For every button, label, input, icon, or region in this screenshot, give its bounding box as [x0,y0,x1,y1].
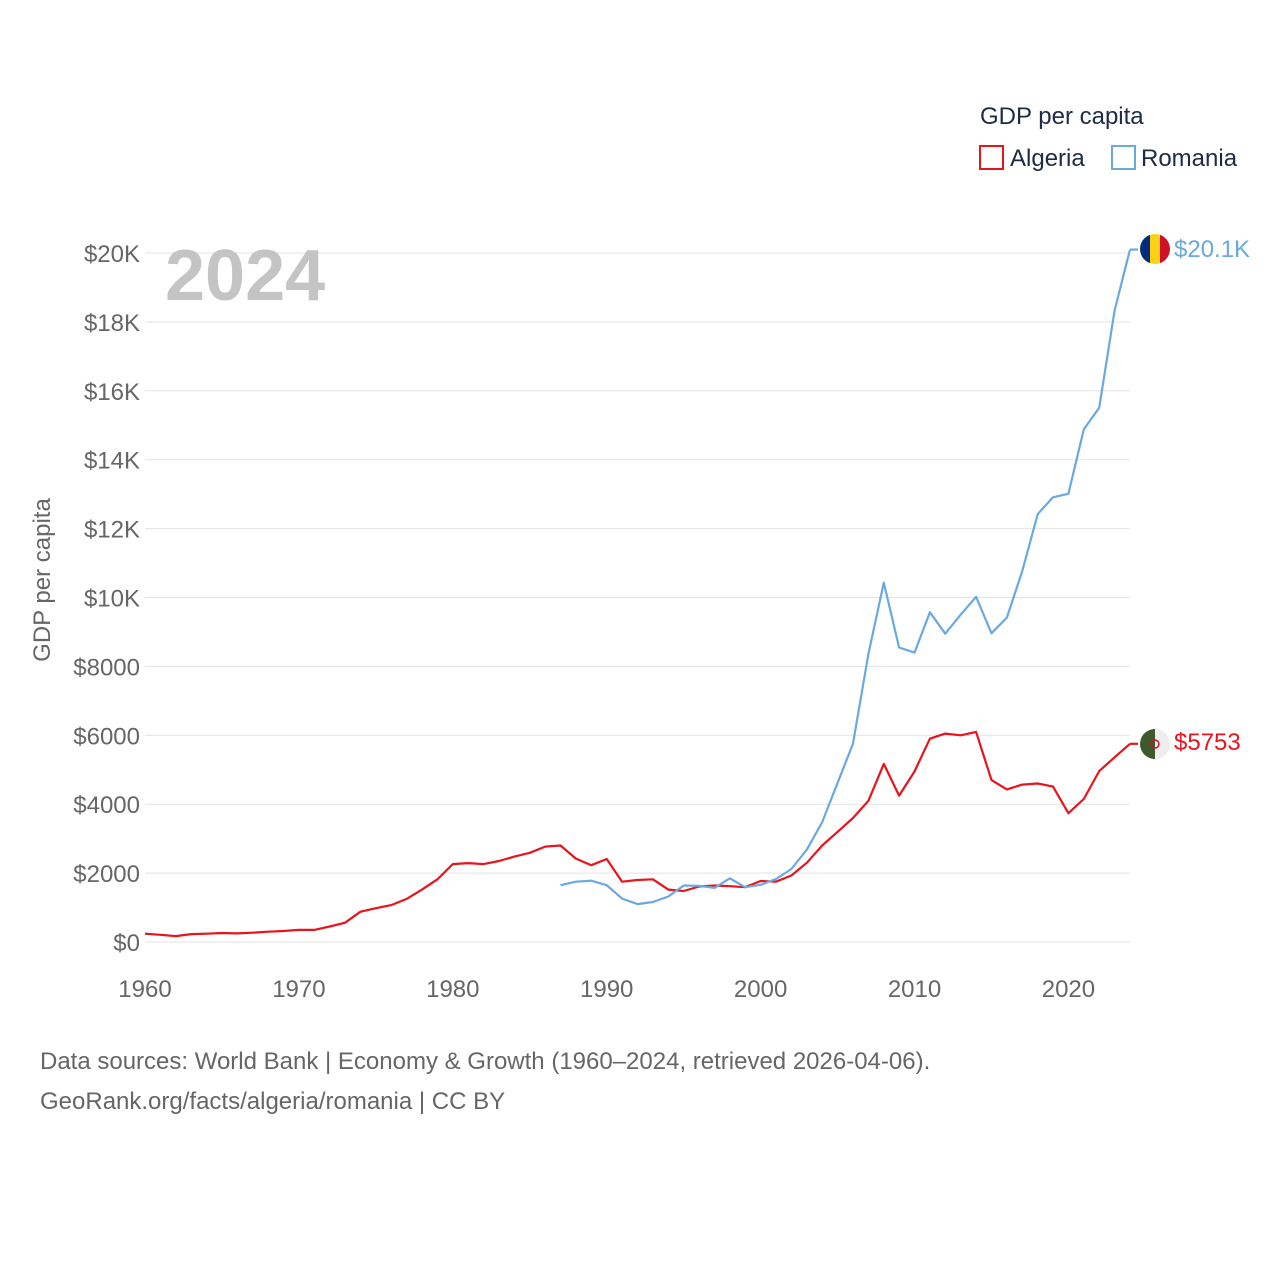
series-line-algeria [144,730,1131,938]
current-year-label: 2024 [165,236,325,316]
x-tick-label: 1980 [426,976,479,1003]
series-line-romania [560,249,1132,906]
line-chart: GDP per capita Algeria Romania $0 $2000 $4… [29,103,1250,1003]
y-tick-label: $0 [113,930,140,957]
end-label-romania: $20.1K [1174,236,1250,263]
source-note: Data sources: World Bank | Economy & Gro… [40,1042,930,1122]
legend-swatch-algeria[interactable] [979,145,1004,170]
romania-flag-icon [1140,234,1170,264]
legend-label-romania[interactable]: Romania [1141,145,1238,172]
algeria-flag-icon [1140,729,1170,759]
x-tick-label: 1970 [272,976,325,1003]
source-line-1: Data sources: World Bank | Economy & Gro… [40,1048,931,1075]
y-axis-title: GDP per capita [29,498,56,662]
y-tick-label: $16K [84,379,140,406]
x-tick-label: 2020 [1042,976,1095,1003]
y-tick-label: $14K [84,448,140,475]
legend-label-algeria[interactable]: Algeria [1010,145,1085,172]
gridlines [145,252,1130,943]
legend-swatch-romania[interactable] [1111,145,1136,170]
y-tick-label: $8000 [73,654,140,681]
y-tick-label: $2000 [73,861,140,888]
series-lines [144,248,1138,938]
x-axis-ticks: 1960 1970 1980 1990 2000 2010 2020 [118,976,1095,1003]
y-tick-label: $4000 [73,792,140,819]
legend-title: GDP per capita [980,103,1144,130]
y-tick-label: $10K [84,586,140,613]
y-tick-label: $6000 [73,723,140,750]
end-label-algeria: $5753 [1174,729,1241,756]
source-line-2[interactable]: GeoRank.org/facts/algeria/romania | CC B… [40,1088,506,1115]
x-tick-label: 2010 [888,976,941,1003]
x-tick-label: 1960 [118,976,171,1003]
y-axis-ticks: $0 $2000 $4000 $6000 $8000 $10K $12K $14K $16K $1… [73,241,140,957]
y-tick-label: $18K [84,310,140,337]
y-tick-label: $12K [84,517,140,544]
x-tick-label: 1990 [580,976,633,1003]
x-tick-label: 2000 [734,976,787,1003]
y-tick-label: $20K [84,241,140,268]
